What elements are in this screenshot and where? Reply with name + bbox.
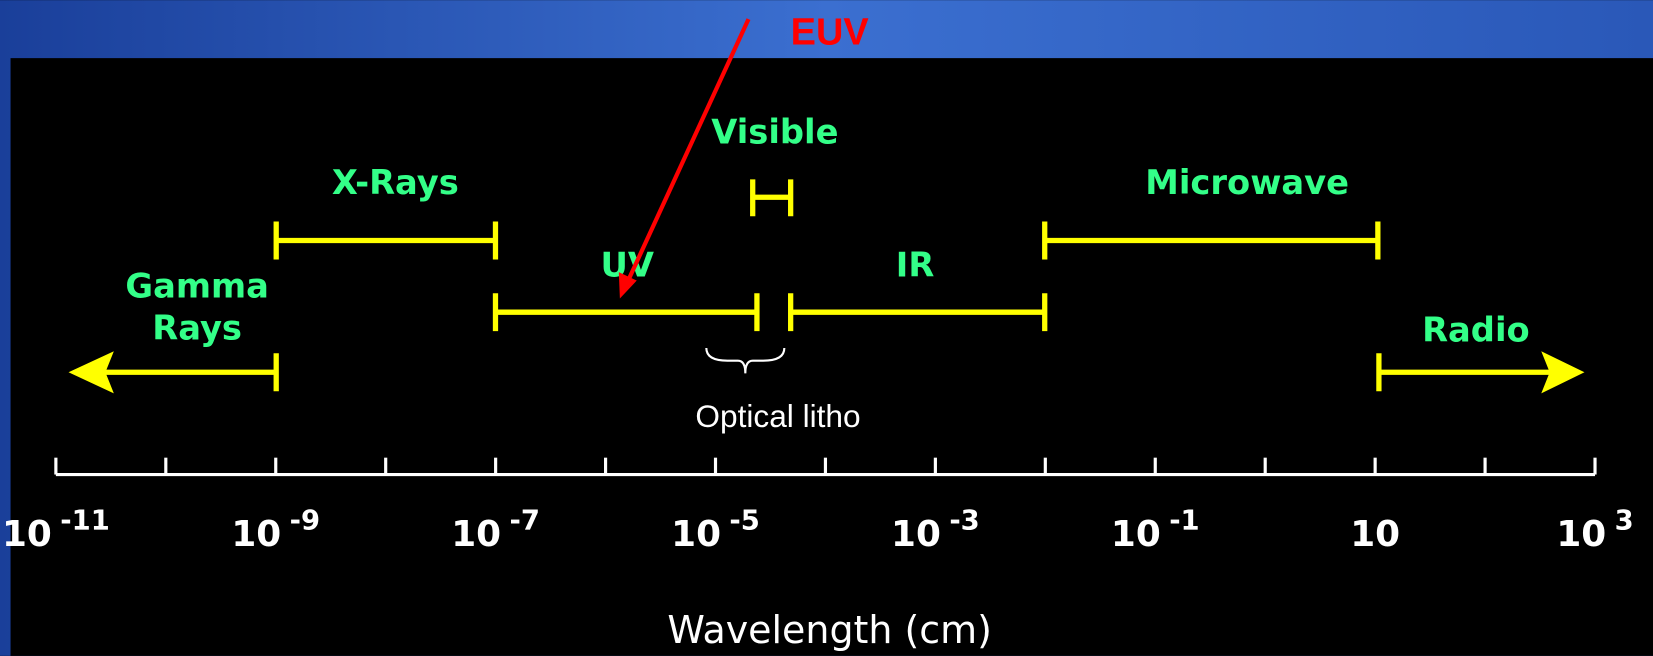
tick-base: 10 <box>1556 514 1606 555</box>
tick-exp: -9 <box>290 505 320 536</box>
tick-label: 10 -5 <box>671 505 760 555</box>
tick-exp: -7 <box>510 505 540 536</box>
band-label: Visible <box>711 113 838 152</box>
tick-base: 10 <box>891 514 941 555</box>
bands <box>68 179 1585 394</box>
visible-bar <box>750 179 794 217</box>
tick-base: 10 <box>2 514 52 555</box>
tick-label: 10 -9 <box>231 505 320 555</box>
tick-base: 10 <box>1350 514 1400 555</box>
tick-label: 10 -1 <box>1111 505 1200 555</box>
tick-label: 10 <box>1350 514 1400 555</box>
arrow-left <box>68 351 114 394</box>
tick-label: 10 3 <box>1556 505 1633 555</box>
tick-base: 10 <box>231 514 281 555</box>
tick-label: 10 -11 <box>2 505 110 555</box>
tick-base: 10 <box>451 514 501 555</box>
tick-base: 10 <box>1111 514 1161 555</box>
band-label: Radio <box>1422 311 1530 350</box>
tick-base: 10 <box>671 514 721 555</box>
axis: 10 -11 10 -9 10 -7 10 -5 10 -3 10 -1 10 10 3 <box>2 457 1634 555</box>
tick-exp: -11 <box>60 505 109 536</box>
tick-label: 10 -3 <box>891 505 980 555</box>
xray-bar <box>273 221 499 260</box>
ir-bar <box>788 293 1048 332</box>
band-label: Microwave <box>1145 163 1349 202</box>
band-label: Gamma <box>125 266 268 305</box>
arrow-right <box>1541 351 1585 394</box>
band-label: Rays <box>152 309 242 348</box>
tick-exp: -5 <box>729 505 759 536</box>
brace <box>705 347 786 374</box>
euv-label: EUV <box>791 11 870 53</box>
axis-label: Wavelength (cm) <box>667 608 992 652</box>
euv-arrow <box>624 18 751 286</box>
tick-exp: -3 <box>949 505 979 536</box>
euv-arrowhead <box>618 272 637 299</box>
band-label: X-Rays <box>332 163 459 202</box>
uv-bar <box>492 293 760 332</box>
radio-bar <box>1376 353 1555 392</box>
optical-label: Optical litho <box>695 398 860 434</box>
tick-exp: -1 <box>1169 505 1199 536</box>
band-label: IR <box>896 245 935 284</box>
gamma-bar <box>94 353 279 392</box>
microwave-bar <box>1042 221 1381 260</box>
tick-label: 10 -7 <box>451 505 540 555</box>
tick-exp: 3 <box>1615 505 1634 536</box>
